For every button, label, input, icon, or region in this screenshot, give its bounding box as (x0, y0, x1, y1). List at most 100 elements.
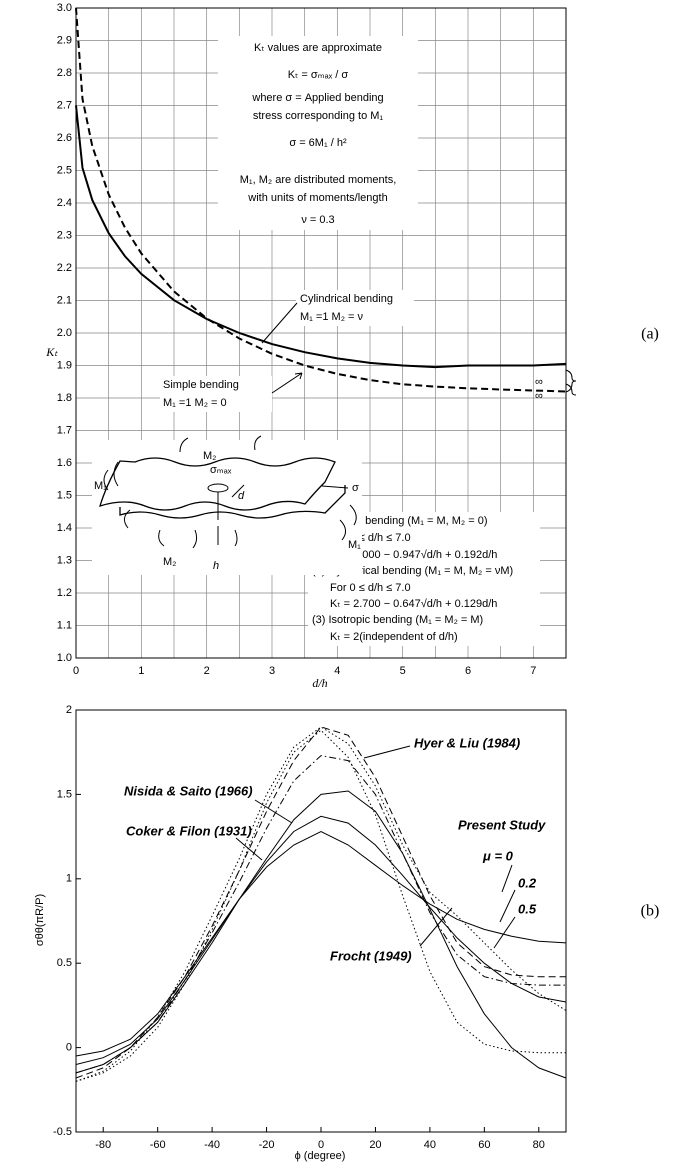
annotation: Kₜ = 3.000 − 0.947√d/h + 0.192d/h (330, 549, 497, 561)
y-tick-label: 0.5 (57, 957, 72, 969)
y-tick-label: 0 (66, 1042, 72, 1054)
series-label: μ = 0 (482, 848, 514, 863)
annotation-block: Kₜ values are approximate Kₜ = σₘₐₓ / σ … (218, 36, 418, 230)
y-tick-label: 1.7 (57, 424, 72, 436)
y-tick-label: 2.3 (57, 229, 72, 241)
x-tick-label: 3 (269, 665, 275, 677)
data-line (75, 755, 566, 1074)
leader-line (261, 302, 298, 344)
annotation: ∞ (535, 376, 543, 388)
diagram-label: σ (352, 482, 359, 494)
annotation: Present Study (458, 817, 546, 832)
x-tick-label: 6 (465, 665, 471, 677)
x-tick-label: 80 (533, 1139, 545, 1151)
y-axis-label: Kₜ (45, 345, 58, 359)
series-label: Hyer & Liu (1984) (414, 735, 520, 750)
data-line (75, 726, 567, 1082)
diagram-label: d (238, 490, 245, 502)
y-tick-label: 1.5 (57, 788, 72, 800)
y-tick-label: 1.8 (57, 392, 72, 404)
data-line (75, 815, 567, 1065)
moment-arc (103, 435, 357, 549)
leader-line (235, 745, 516, 949)
series-label: Coker & Filon (1931) (126, 823, 252, 838)
x-tick-label: 60 (478, 1139, 490, 1151)
annotation: (2) Cylindrical bending (M₁ = M, M₂ = νM… (312, 565, 513, 577)
panel-label: (a) (641, 326, 659, 343)
y-tick-label: 1.0 (57, 652, 72, 664)
annotation: Kₜ = σₘₐₓ / σ (288, 69, 349, 81)
x-tick-label: -80 (95, 1139, 111, 1151)
y-tick-label: 1.9 (57, 359, 72, 371)
annotation-bg (218, 36, 418, 230)
y-tick-label: 1.3 (57, 554, 72, 566)
series-label: Frocht (1949) (330, 948, 412, 963)
series-label: 0.2 (518, 875, 537, 890)
y-tick-label: 2.1 (57, 294, 72, 306)
y-tick-label: 2.0 (57, 327, 72, 339)
plot-frame (75, 709, 567, 1133)
annotation: where σ = Applied bending (251, 92, 383, 104)
data-line (75, 105, 567, 369)
y-tick-label: 1 (66, 873, 72, 885)
x-tick-label: 20 (369, 1139, 381, 1151)
x-tick-label: 4 (334, 665, 340, 677)
annotation: Kₜ = 2(independent of d/h) (330, 631, 458, 643)
y-tick-label: 2.9 (57, 34, 72, 46)
y-tick-label: 1.6 (57, 457, 72, 469)
y-axis-label: σθθ(πR/P) (34, 894, 46, 946)
diagram-label: σₘₐₓ (210, 464, 232, 476)
y-tick-label: 3.0 (57, 2, 72, 14)
x-tick-label: 2 (204, 665, 210, 677)
diagram-label: M₁ (348, 539, 361, 551)
diagram-label: M₂ (163, 556, 176, 568)
arrow (217, 484, 349, 545)
x-tick-label: -40 (204, 1139, 220, 1151)
x-tick-label: 7 (530, 665, 536, 677)
diagram-label: M₂ (203, 450, 216, 462)
annotation: M₁, M₂ are distributed moments, (240, 174, 397, 186)
annotation: M₁ =1 M₂ = ν (300, 311, 363, 323)
annotation: stress corresponding to M₁ (253, 110, 384, 122)
plate-diagram: M₂ M₁ σₘₐₓ d σ M₁ M₂ h (92, 435, 362, 575)
x-tick-label: 5 (400, 665, 406, 677)
diagram-label: h (213, 560, 219, 572)
annotation: Cylindrical bending (300, 293, 393, 305)
data-line (75, 729, 566, 1082)
y-tick-label: 1.1 (57, 619, 72, 631)
x-tick-label: 40 (424, 1139, 436, 1151)
x-tick-label: -20 (259, 1139, 275, 1151)
annotation: For 0 ≤ d/h ≤ 7.0 (330, 582, 411, 594)
annotation: with units of moments/length (247, 192, 387, 204)
annotation: M₁ =1 M₂ = 0 (163, 397, 227, 409)
y-tick-label: 1.5 (57, 489, 72, 501)
annotation: Simple bending (163, 379, 239, 391)
brace (565, 369, 577, 396)
x-tick-label: -60 (150, 1139, 166, 1151)
plate-side (119, 485, 346, 519)
series-label: Nisida & Saito (1966) (124, 783, 253, 798)
data-line (75, 830, 567, 1057)
y-tick-label: 2.8 (57, 67, 72, 79)
plot-frame (75, 7, 567, 659)
y-tick-label: 2.7 (57, 99, 72, 111)
annotation: (3) Isotropic bending (M₁ = M₂ = M) (312, 614, 483, 626)
y-tick-label: 2.2 (57, 262, 72, 274)
data-line (75, 7, 567, 393)
annotation: ∞ (535, 390, 543, 402)
y-tick-label: 1.4 (57, 522, 72, 534)
x-axis-label: d/h (312, 676, 327, 690)
x-tick-label: 0 (318, 1139, 324, 1151)
y-tick-label: 1.2 (57, 587, 72, 599)
annotation: σ = 6M₁ / h² (289, 137, 347, 149)
x-tick-label: 1 (138, 665, 144, 677)
series-label: 0.5 (518, 901, 537, 916)
y-tick-label: 2.6 (57, 132, 72, 144)
y-tick-label: 2 (66, 704, 72, 716)
annotation: Kₜ = 2.700 − 0.647√d/h + 0.129d/h (330, 598, 497, 610)
annotation-bg (296, 290, 414, 326)
y-tick-label: 2.4 (57, 197, 72, 209)
x-axis-label: ϕ (degree) (295, 1150, 346, 1162)
